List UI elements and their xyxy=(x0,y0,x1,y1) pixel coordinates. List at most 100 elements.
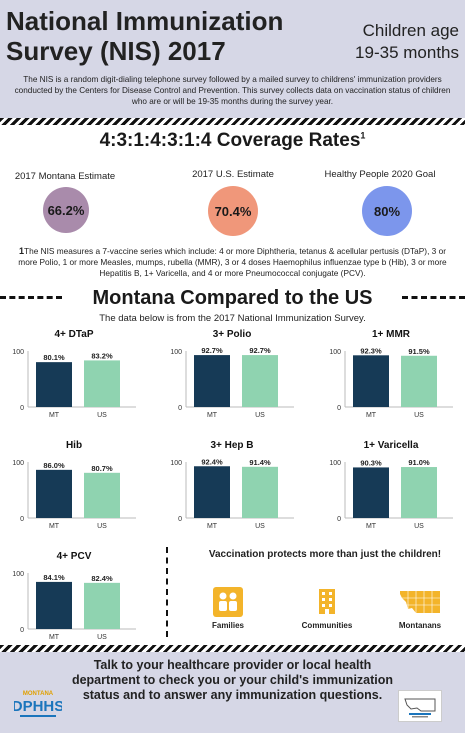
bar-mt xyxy=(36,581,72,629)
chart-title: 4+ DTaP xyxy=(54,329,94,340)
svg-text:MONTANA: MONTANA xyxy=(23,691,54,697)
age-range: Children age 19-35 months xyxy=(339,20,459,64)
call-to-action: Talk to your healthcare provider or loca… xyxy=(71,658,394,702)
montana-map-icon xyxy=(398,588,442,616)
estimate-label-montana: 2017 Montana Estimate xyxy=(14,171,116,182)
x-tick-label: MT xyxy=(207,412,218,419)
data-label: 92.3% xyxy=(360,346,382,355)
communities-label: Communities xyxy=(301,621,353,630)
data-label: 92.7% xyxy=(249,346,271,355)
data-label: 91.0% xyxy=(408,458,430,467)
y-tick-label: 100 xyxy=(329,349,341,356)
bar-mt xyxy=(36,362,72,407)
bar-us xyxy=(401,355,437,407)
data-label: 84.1% xyxy=(43,573,65,582)
montanans-label: Montanans xyxy=(398,621,442,630)
chart-title: 3+ Hep B xyxy=(210,440,254,451)
chart-hib: Hib 100 0 86.0% MT 80.7% US xyxy=(4,440,144,532)
data-label: 92.4% xyxy=(201,457,223,466)
y-tick-label: 100 xyxy=(170,460,182,467)
bar-mt xyxy=(353,467,389,518)
x-tick-label: MT xyxy=(366,523,377,530)
chart-polio: 3+ Polio 100 0 92.7% MT 92.7% US xyxy=(162,329,302,421)
y-tick-label: 100 xyxy=(12,571,24,578)
chart-dtap: 4+ DTaP 100 0 80.1% MT 83.2% US xyxy=(4,329,144,421)
footnote-text: The NIS measures a 7-vaccine series whic… xyxy=(18,246,447,278)
estimate-label-hp2020: Healthy People 2020 Goal xyxy=(324,169,436,180)
title-line-1: National Immunization xyxy=(6,6,284,36)
y-tick-label: 100 xyxy=(329,460,341,467)
chart-varicella: 1+ Varicella 100 0 90.3% MT 91.0% US xyxy=(321,440,461,532)
x-tick-label: MT xyxy=(49,634,60,641)
y-tick-label: 100 xyxy=(170,349,182,356)
bar-mt xyxy=(36,469,72,518)
bar-us xyxy=(401,467,437,518)
protects-title: Vaccination protects more than just the … xyxy=(208,549,442,560)
x-tick-label: US xyxy=(414,412,424,419)
y-tick-label: 0 xyxy=(337,516,341,523)
footnote-number: 1 xyxy=(19,246,25,256)
compare-subtitle: The data below is from the 2017 National… xyxy=(99,313,366,324)
dashed-divider-left xyxy=(0,296,62,302)
y-tick-label: 0 xyxy=(337,405,341,412)
x-tick-label: MT xyxy=(366,412,377,419)
data-label: 86.0% xyxy=(43,461,65,470)
y-tick-label: 0 xyxy=(178,516,182,523)
x-tick-label: MT xyxy=(49,412,60,419)
us-estimate-circle: 70.4% xyxy=(208,186,258,236)
bar-mt xyxy=(194,466,230,518)
data-label: 80.7% xyxy=(91,464,113,473)
chart-title: 4+ PCV xyxy=(56,551,92,562)
chart-hepb: 3+ Hep B 100 0 92.4% MT 91.4% US xyxy=(162,440,302,532)
age-line-2: 19-35 months xyxy=(355,43,459,62)
montana-map-icon-svg xyxy=(400,591,440,613)
divider-stripe xyxy=(0,118,465,125)
coverage-title-text: 4:3:1:4:3:1:4 Coverage Rates xyxy=(99,130,361,151)
data-label: 91.5% xyxy=(408,347,430,356)
bar-us xyxy=(84,582,120,629)
chart-pcv: 4+ PCV 100 0 84.1% MT 82.4% US xyxy=(4,551,144,643)
dashed-divider-right xyxy=(402,296,465,302)
chart-title: 1+ MMR xyxy=(371,329,411,340)
montana-estimate-circle: 66.2% xyxy=(43,187,89,233)
hp2020-goal-circle: 80% xyxy=(362,186,412,236)
data-label: 92.7% xyxy=(201,346,223,355)
bar-us xyxy=(242,355,278,407)
immunization-program-logo xyxy=(398,690,442,722)
data-label: 91.4% xyxy=(249,458,271,467)
y-tick-label: 0 xyxy=(20,405,24,412)
dphhs-logo-svg: MONTANA DPHHS xyxy=(12,691,64,717)
y-tick-label: 0 xyxy=(178,405,182,412)
data-label: 82.4% xyxy=(91,574,113,583)
x-tick-label: US xyxy=(255,412,265,419)
chart-mmr: 1+ MMR 100 0 92.3% MT 91.5% US xyxy=(321,329,461,421)
bar-us xyxy=(84,360,120,407)
communities-icon xyxy=(312,586,342,616)
page-title: National Immunization Survey (NIS) 2017 xyxy=(6,6,283,66)
chart-svg: 100 0 92.7% MT 92.7% US xyxy=(170,346,294,419)
immunization-logo-svg xyxy=(404,698,436,718)
header-banner xyxy=(0,0,465,118)
bar-mt xyxy=(353,355,389,407)
bar-us xyxy=(242,466,278,518)
families-icon-svg xyxy=(213,587,243,617)
chart-title: 1+ Varicella xyxy=(363,440,419,451)
coverage-title: 4:3:1:4:3:1:4 Coverage Rates1 xyxy=(0,130,465,152)
x-tick-label: US xyxy=(97,412,107,419)
x-tick-label: MT xyxy=(207,523,218,530)
compare-title: Montana Compared to the US xyxy=(92,287,373,309)
chart-svg: 100 0 84.1% MT 82.4% US xyxy=(12,571,136,641)
y-tick-label: 100 xyxy=(12,460,24,467)
data-label: 83.2% xyxy=(91,351,113,360)
chart-title: Hib xyxy=(65,440,83,451)
footer-banner xyxy=(0,652,465,733)
x-tick-label: US xyxy=(255,523,265,530)
intro-text: The NIS is a random digit-dialing teleph… xyxy=(14,75,451,106)
families-label: Families xyxy=(211,621,244,630)
data-label: 90.3% xyxy=(360,458,382,467)
svg-text:DPHHS: DPHHS xyxy=(14,698,62,715)
title-line-2: Survey (NIS) 2017 xyxy=(6,36,226,66)
communities-icon-svg xyxy=(319,589,335,614)
chart-svg: 100 0 90.3% MT 91.0% US xyxy=(329,458,453,530)
chart-svg: 100 0 86.0% MT 80.7% US xyxy=(12,460,136,530)
